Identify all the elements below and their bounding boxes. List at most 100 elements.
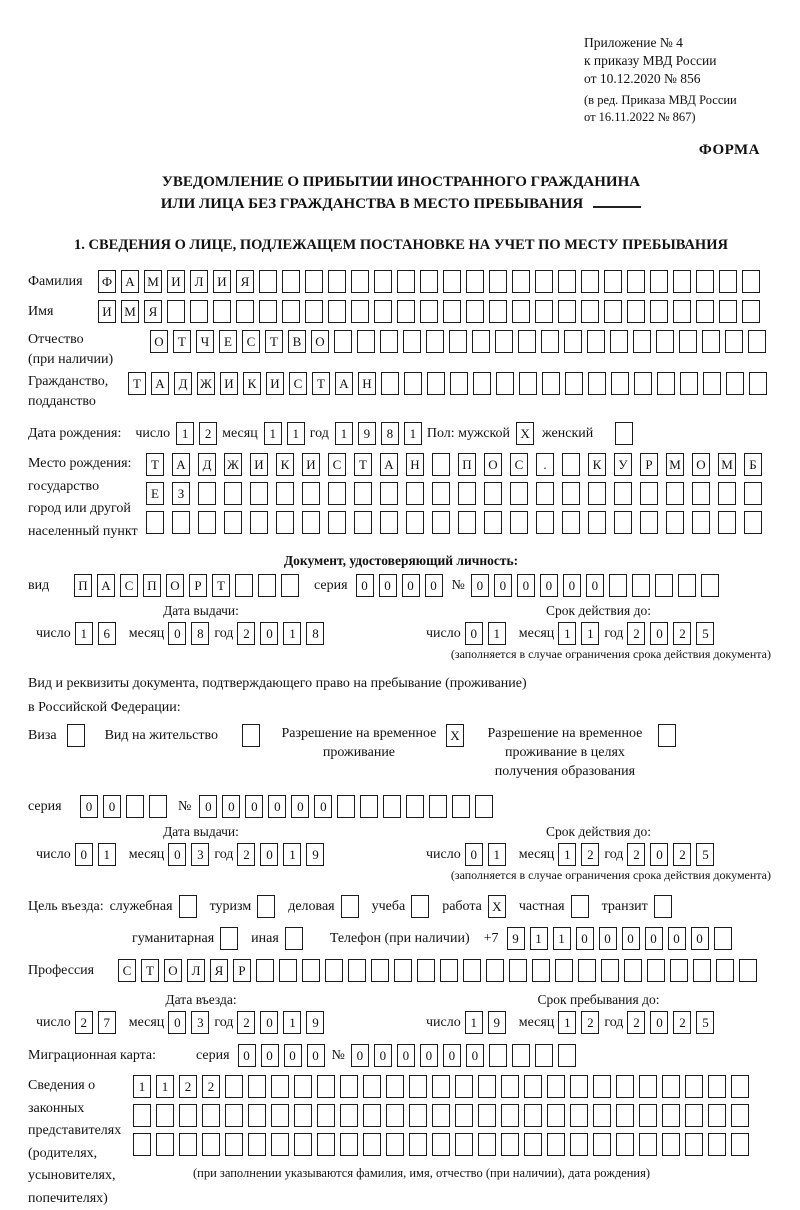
entry-date-heading: Дата въезда:: [165, 992, 237, 1007]
month-label: месяц: [518, 847, 555, 862]
residence-permit-label: Вид на жительство: [104, 728, 218, 743]
purpose-private-checkbox[interactable]: [570, 895, 589, 918]
representatives-label: Сведения о законных представителях (роди…: [28, 1078, 122, 1206]
purpose-study-checkbox[interactable]: [411, 895, 430, 918]
appendix-block: Приложение № 4 к приказу МВД России от 1…: [584, 34, 774, 126]
purpose-transit-checkbox[interactable]: [653, 895, 672, 918]
first-name-label: Имя: [28, 304, 54, 319]
representatives-row3-cells[interactable]: [133, 1133, 754, 1156]
stay-until-heading: Срок пребывания до:: [537, 992, 660, 1007]
page-title: УВЕДОМЛЕНИЕ О ПРИБЫТИИ ИНОСТРАННОГО ГРАЖ…: [28, 171, 774, 215]
birth-place-row3-cells[interactable]: [146, 511, 770, 534]
year-label: год: [214, 626, 234, 641]
representatives-caption: (при заполнении указываются фамилия, имя…: [193, 1166, 651, 1180]
visa-checkbox[interactable]: [66, 724, 85, 747]
year-label: год: [214, 847, 234, 862]
purpose-transit-label: транзит: [601, 899, 648, 914]
appendix-line: от 10.12.2020 № 856: [584, 71, 701, 86]
male-checkbox[interactable]: X: [516, 422, 535, 445]
purpose-commercial-label: деловая: [288, 899, 335, 914]
purpose-commercial-checkbox[interactable]: [340, 895, 359, 918]
purpose-work-checkbox[interactable]: X: [487, 895, 506, 918]
residence-permit-checkbox[interactable]: [241, 724, 260, 747]
title-line2: ИЛИ ЛИЦА БЕЗ ГРАЖДАНСТВА В МЕСТО ПРЕБЫВА…: [28, 193, 774, 215]
purpose-humanitarian-label: гуманитарная: [132, 931, 215, 946]
month-label: месяц: [518, 1015, 555, 1030]
purpose-other-checkbox[interactable]: [284, 927, 303, 950]
permit-number-label: №: [178, 799, 192, 814]
section1-heading: 1. СВЕДЕНИЯ О ЛИЦЕ, ПОДЛЕЖАЩЕМ ПОСТАНОВК…: [74, 237, 728, 253]
year-label: год: [309, 426, 329, 441]
month-label: месяц: [128, 1015, 165, 1030]
visa-label: Виза: [28, 728, 57, 743]
purpose-study-label: учеба: [371, 899, 406, 914]
year-label: год: [604, 626, 624, 641]
temp-residence-checkbox[interactable]: X: [445, 724, 464, 747]
purpose-tourism-checkbox[interactable]: [257, 895, 276, 918]
validity-note: (заполняется в случае ограничения срока …: [450, 647, 771, 661]
permit-series-label: серия: [28, 799, 62, 814]
identity-doc-heading: Документ, удостоверяющий личность:: [283, 553, 519, 568]
citizenship-label: Гражданство, подданство: [28, 374, 109, 409]
temp-residence-education-checkbox[interactable]: [657, 724, 676, 747]
purpose-private-label: частная: [518, 899, 565, 914]
purpose-business-checkbox[interactable]: [178, 895, 197, 918]
phone-prefix: +7: [483, 931, 499, 946]
sex-male-label: Пол: мужской: [426, 426, 511, 441]
representatives-row2-cells[interactable]: [133, 1104, 754, 1127]
temp-residence-education-label: Разрешение на временное проживание в цел…: [487, 726, 643, 779]
female-checkbox[interactable]: [615, 422, 634, 445]
title-line1: УВЕДОМЛЕНИЕ О ПРИБЫТИИ ИНОСТРАННОГО ГРАЖ…: [161, 174, 641, 190]
appendix-line: Приложение № 4: [584, 35, 683, 50]
issue-date-heading: Дата выдачи:: [163, 603, 239, 618]
form-label: ФОРМА: [698, 142, 760, 158]
residence-doc-intro: Вид и реквизиты документа, подтверждающе…: [28, 676, 527, 715]
title-blank-underline: [593, 194, 642, 208]
day-label: число: [36, 1015, 71, 1030]
month-label: месяц: [128, 626, 165, 641]
purpose-business-label: служебная: [109, 899, 173, 914]
permit-valid-heading: Срок действия до:: [546, 824, 651, 839]
migration-series-label: серия: [196, 1048, 230, 1063]
purpose-humanitarian-checkbox[interactable]: [220, 927, 239, 950]
year-label: год: [604, 1015, 624, 1030]
